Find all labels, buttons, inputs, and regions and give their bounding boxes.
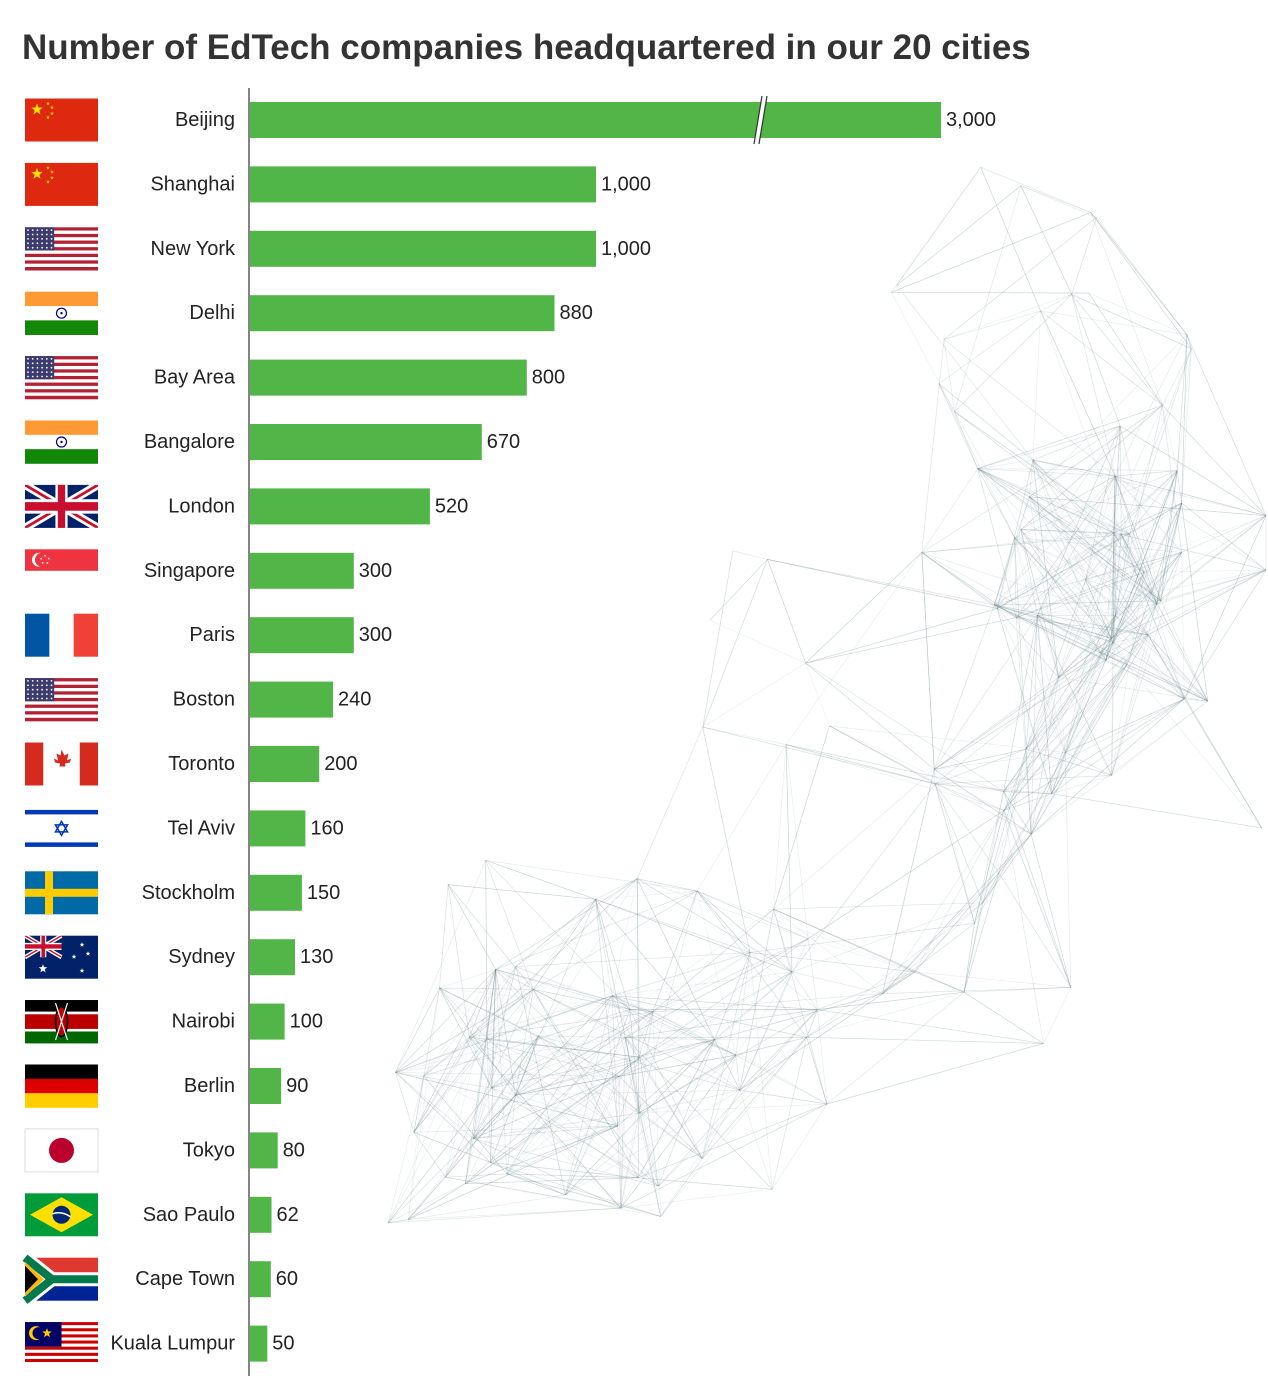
category-label: Singapore — [144, 560, 235, 582]
category-label: Cape Town — [135, 1268, 235, 1290]
category-label: Paris — [189, 624, 235, 646]
bar-toronto — [250, 746, 320, 782]
category-label: Sao Paulo — [143, 1204, 235, 1226]
bar-bay-area — [250, 359, 527, 396]
bar-singapore — [250, 552, 354, 589]
bar-berlin — [250, 1068, 282, 1104]
france-flag-icon — [25, 613, 98, 657]
category-label: Tokyo — [183, 1139, 235, 1161]
singapore-flag-icon — [25, 549, 98, 593]
category-label: Tel Aviv — [168, 817, 235, 839]
network-background-graphic — [387, 166, 1267, 1224]
bar-sao-paulo — [250, 1196, 272, 1233]
bar-paris — [250, 617, 354, 654]
australia-flag-icon — [24, 933, 98, 979]
category-label: Shanghai — [150, 173, 235, 195]
category-label: Boston — [173, 689, 235, 711]
usa-flag-icon — [25, 356, 98, 400]
value-label: 1,000 — [601, 238, 651, 260]
value-label: 240 — [338, 689, 371, 711]
value-label: 62 — [277, 1204, 299, 1226]
category-label: New York — [151, 238, 236, 260]
canada-flag-icon — [25, 742, 98, 786]
japan-flag-icon — [24, 1128, 99, 1173]
category-label: London — [168, 495, 235, 517]
value-label: 130 — [300, 946, 333, 968]
value-label: 150 — [307, 882, 340, 904]
category-label: Delhi — [189, 302, 235, 324]
china-flag-icon — [25, 98, 98, 142]
kenya-flag-icon — [25, 1000, 98, 1044]
bar-cape-town — [250, 1261, 271, 1298]
value-label: 1,000 — [601, 173, 651, 195]
chart-title: Number of EdTech companies headquartered… — [22, 28, 1031, 67]
value-label: 520 — [435, 495, 468, 517]
india-flag-icon — [25, 291, 98, 335]
value-label: 60 — [276, 1268, 298, 1290]
value-label: 300 — [359, 624, 392, 646]
bar-tokyo — [250, 1132, 278, 1169]
value-label: 300 — [359, 560, 392, 582]
category-label: Bangalore — [144, 431, 235, 453]
axis-break-mark — [753, 95, 768, 145]
bar-london — [250, 488, 430, 525]
value-label: 50 — [272, 1333, 294, 1355]
bar-boston — [250, 681, 333, 718]
bar-delhi — [250, 295, 555, 332]
category-label: Beijing — [175, 109, 235, 131]
category-label: Berlin — [184, 1075, 235, 1097]
bar-new-york — [250, 230, 596, 267]
bar-stockholm — [250, 874, 302, 911]
bar-kuala-lumpur — [250, 1325, 268, 1362]
value-label: 670 — [487, 431, 520, 453]
category-label: Sydney — [168, 946, 235, 968]
bar-bangalore — [250, 424, 482, 460]
value-label: 800 — [532, 367, 565, 389]
bar-beijing — [250, 102, 941, 138]
sweden-flag-icon — [25, 871, 98, 915]
value-label: 160 — [310, 817, 343, 839]
israel-flag-icon — [25, 806, 98, 850]
value-label: 3,000 — [946, 109, 996, 131]
category-label: Nairobi — [172, 1011, 235, 1033]
value-label: 200 — [324, 753, 357, 775]
bar-tel-aviv — [250, 810, 306, 847]
usa-flag-icon — [25, 678, 98, 722]
category-label: Stockholm — [142, 882, 235, 904]
usa-flag-icon — [25, 227, 98, 271]
bar-nairobi — [250, 1003, 285, 1040]
value-label: 880 — [560, 302, 593, 324]
uk-flag-icon — [23, 481, 100, 532]
india-flag-icon — [25, 420, 98, 464]
germany-flag-icon — [25, 1064, 98, 1108]
bar-shanghai — [250, 166, 596, 203]
malaysia-flag-icon — [25, 1322, 98, 1366]
south-africa-flag-icon — [20, 1252, 98, 1307]
brazil-flag-icon — [25, 1193, 98, 1237]
category-label: Bay Area — [154, 367, 236, 389]
value-label: 90 — [286, 1075, 308, 1097]
china-flag-icon — [25, 162, 98, 206]
category-label: Toronto — [168, 753, 235, 775]
category-label: Kuala Lumpur — [110, 1333, 235, 1355]
value-label: 80 — [283, 1139, 305, 1161]
bar-sydney — [250, 939, 295, 976]
value-label: 100 — [290, 1011, 323, 1033]
